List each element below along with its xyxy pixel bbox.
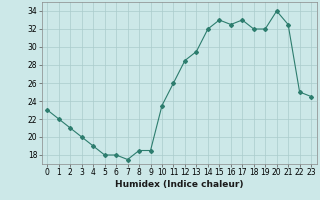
X-axis label: Humidex (Indice chaleur): Humidex (Indice chaleur) [115, 180, 244, 189]
